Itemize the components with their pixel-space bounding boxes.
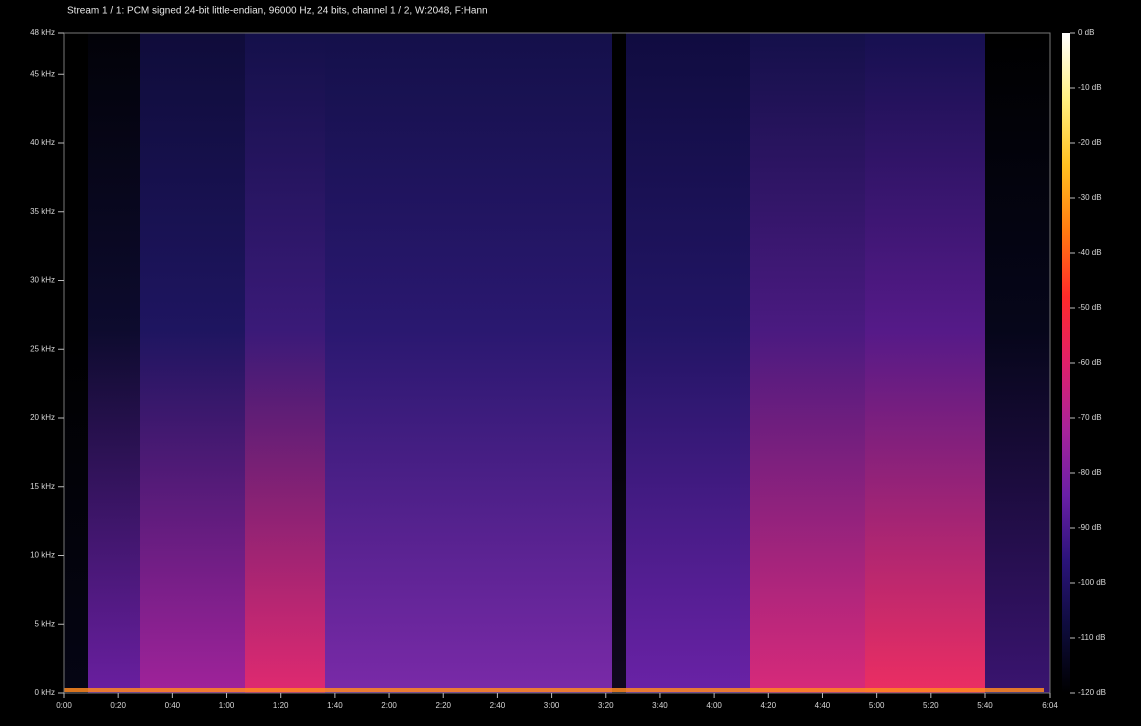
colorbar-tick-label: -120 dB: [1078, 688, 1106, 697]
x-tick-label: 4:00: [706, 701, 722, 710]
x-tick-label: 0:00: [56, 701, 72, 710]
x-tick-label: 4:20: [760, 701, 776, 710]
y-tick-label: 25 kHz: [30, 344, 55, 353]
x-tick-label: 4:40: [815, 701, 831, 710]
spectrogram-region: [325, 33, 612, 693]
colorbar-tick-label: -80 dB: [1078, 468, 1102, 477]
colorbar-tick-label: -60 dB: [1078, 358, 1102, 367]
y-tick-label: 35 kHz: [30, 207, 55, 216]
x-tick-label: 3:00: [544, 701, 560, 710]
y-tick-label: 48 kHz: [30, 28, 55, 37]
x-tick-label: 1:00: [219, 701, 235, 710]
x-tick-label: 2:20: [435, 701, 451, 710]
x-tick-label: 1:40: [327, 701, 343, 710]
spectrogram-region: [985, 33, 1050, 693]
colorbar: [1062, 33, 1070, 693]
y-tick-label: 45 kHz: [30, 69, 55, 78]
y-tick-label: 10 kHz: [30, 551, 55, 560]
low-frequency-band: [64, 688, 1044, 692]
y-tick-label: 15 kHz: [30, 482, 55, 491]
y-tick-label: 40 kHz: [30, 138, 55, 147]
spectrogram-region: [612, 33, 626, 693]
spectrogram-region: [64, 33, 88, 693]
x-tick-label: 3:20: [598, 701, 614, 710]
spectrogram-region: [626, 33, 750, 693]
x-tick-label: 0:40: [165, 701, 181, 710]
colorbar-tick-label: -30 dB: [1078, 193, 1102, 202]
chart-title: Stream 1 / 1: PCM signed 24-bit little-e…: [67, 6, 488, 17]
y-tick-label: 20 kHz: [30, 413, 55, 422]
x-tick-label: 5:40: [977, 701, 993, 710]
colorbar-tick-label: -40 dB: [1078, 248, 1102, 257]
spectrogram-region: [865, 33, 985, 693]
spectrogram-region: [245, 33, 325, 693]
plot-frame: [63, 32, 1051, 694]
colorbar-tick-label: -20 dB: [1078, 138, 1102, 147]
x-tick-label: 5:20: [923, 701, 939, 710]
colorbar-tick-label: -110 dB: [1078, 633, 1105, 642]
spectrogram-region: [750, 33, 865, 693]
spectrogram-region: [140, 33, 245, 693]
colorbar-tick-label: 0 dB: [1078, 28, 1094, 37]
colorbar-tick-label: -10 dB: [1078, 83, 1102, 92]
x-tick-label: 2:00: [381, 701, 397, 710]
x-tick-label: 1:20: [273, 701, 289, 710]
colorbar-tick-label: -50 dB: [1078, 303, 1102, 312]
x-tick-label: 3:40: [652, 701, 668, 710]
y-tick-label: 0 kHz: [35, 688, 55, 697]
x-tick-label: 6:04: [1042, 701, 1058, 710]
spectrogram-image: [63, 32, 1051, 694]
x-tick-label: 2:40: [490, 701, 506, 710]
colorbar-tick-label: -70 dB: [1078, 413, 1102, 422]
y-tick-label: 5 kHz: [35, 619, 55, 628]
x-tick-label: 5:00: [869, 701, 885, 710]
y-tick-label: 30 kHz: [30, 276, 55, 285]
colorbar-tick-label: -90 dB: [1078, 523, 1102, 532]
x-tick-label: 0:20: [110, 701, 126, 710]
spectrogram-region: [88, 33, 140, 693]
colorbar-tick-label: -100 dB: [1078, 578, 1106, 587]
